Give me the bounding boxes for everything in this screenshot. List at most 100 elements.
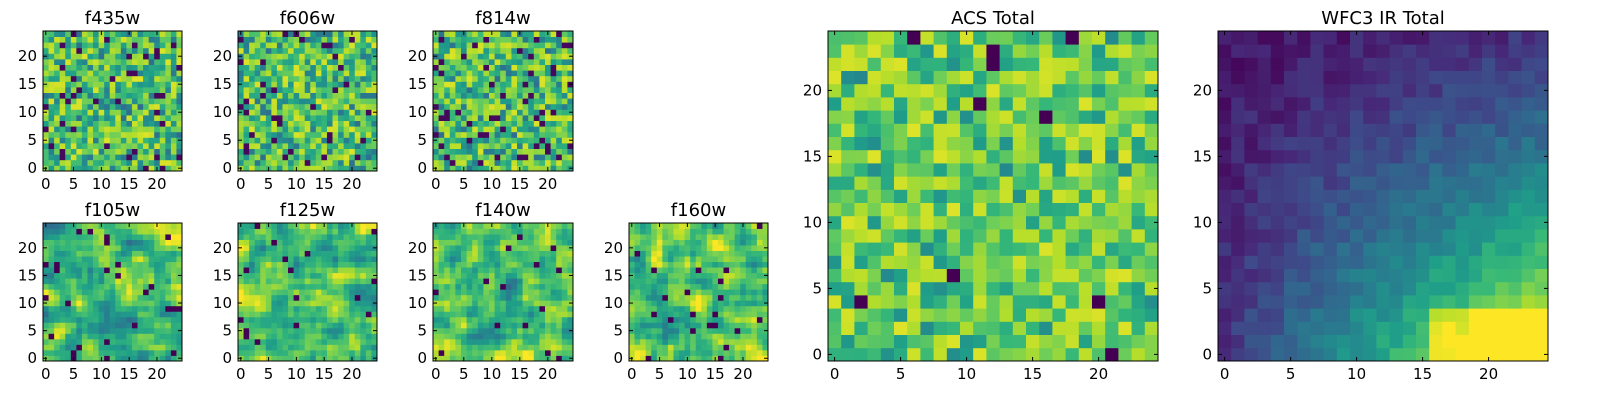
heatmap-cell	[449, 239, 456, 246]
heatmap-cell	[365, 256, 372, 263]
heatmap-cell	[745, 272, 752, 279]
heatmap-cell	[556, 278, 563, 285]
heatmap-cell	[1026, 347, 1040, 362]
heatmap-cell	[556, 109, 563, 116]
heatmap-cell	[288, 120, 294, 127]
heatmap-cell	[706, 333, 713, 340]
heatmap-cell	[315, 120, 322, 127]
heatmap-cell	[651, 261, 658, 268]
heatmap-cell	[131, 234, 138, 240]
heatmap-cell	[477, 109, 484, 116]
heatmap-cell	[349, 53, 356, 60]
heatmap-cell	[438, 159, 445, 166]
heatmap-cell	[466, 316, 473, 323]
heatmap-cell	[315, 344, 322, 351]
heatmap-cell	[288, 272, 294, 279]
heatmap-cell	[640, 333, 647, 340]
heatmap-cell	[104, 148, 111, 155]
heatmap-cell	[238, 59, 244, 65]
heatmap-cell	[349, 92, 356, 99]
heatmap-cell	[511, 267, 518, 274]
heatmap-cell	[640, 338, 647, 345]
heatmap-cell	[466, 103, 473, 110]
heatmap-cell	[550, 245, 557, 251]
heatmap-cell	[54, 92, 61, 99]
heatmap-cell	[745, 333, 752, 340]
heatmap-cell	[556, 120, 563, 127]
heatmap-cell	[533, 154, 540, 161]
heatmap-cell	[343, 47, 350, 54]
heatmap-cell	[461, 92, 467, 99]
heatmap-cell	[444, 154, 451, 161]
heatmap-cell	[148, 109, 155, 116]
heatmap-cell	[148, 137, 155, 144]
heatmap-cell	[477, 327, 484, 334]
heatmap-cell	[690, 316, 697, 323]
heatmap-cell	[828, 281, 842, 296]
x-tick-label: 10	[287, 365, 306, 383]
heatmap-cell	[54, 245, 61, 251]
heatmap-cell	[477, 148, 484, 155]
heatmap-cell	[131, 300, 138, 307]
heatmap-cell	[712, 250, 719, 257]
heatmap-cell	[365, 250, 372, 257]
heatmap-cell	[533, 250, 540, 257]
heatmap-cell	[76, 272, 83, 279]
heatmap-cell	[271, 36, 278, 43]
heatmap-cell	[561, 70, 568, 77]
heatmap-cell	[170, 103, 177, 110]
heatmap-cell	[70, 349, 77, 356]
heatmap-cell	[238, 126, 244, 133]
heatmap-cell	[1026, 321, 1040, 335]
heatmap-cell	[1144, 255, 1159, 269]
heatmap-cell	[288, 261, 294, 268]
heatmap-cell	[254, 126, 261, 133]
heatmap-cell	[545, 98, 551, 105]
heatmap-cell	[438, 47, 445, 54]
heatmap-cell	[48, 159, 55, 166]
heatmap-cell	[894, 268, 908, 283]
heatmap-cell	[645, 250, 652, 257]
heatmap-cell	[59, 234, 66, 240]
heatmap-cell	[276, 36, 283, 43]
heatmap-cell	[466, 53, 473, 60]
heatmap-cell	[288, 53, 294, 60]
heatmap-cell	[483, 289, 490, 296]
heatmap-cell	[477, 126, 484, 133]
heatmap-cell	[293, 289, 300, 296]
heatmap-cell	[76, 148, 83, 155]
heatmap-cell	[343, 75, 350, 82]
heatmap-cell	[299, 333, 306, 340]
heatmap-cell	[528, 294, 535, 301]
heatmap-cell	[115, 143, 122, 149]
heatmap-cell	[143, 148, 150, 155]
heatmap-cell	[338, 143, 345, 149]
heatmap-cell	[271, 300, 278, 307]
heatmap-cell	[288, 305, 294, 312]
heatmap-cell	[528, 154, 535, 161]
heatmap-cell	[550, 300, 557, 307]
heatmap-cell	[740, 300, 747, 307]
heatmap-cell	[528, 53, 535, 60]
heatmap-cell	[143, 344, 150, 351]
heatmap-cell	[137, 322, 144, 329]
heatmap-cell	[299, 154, 306, 161]
heatmap-cell	[126, 143, 133, 149]
heatmap-cell	[48, 344, 55, 351]
heatmap-cell	[762, 311, 769, 318]
heatmap-cell	[522, 64, 529, 71]
heatmap-cell	[1105, 255, 1119, 269]
heatmap-cell	[260, 333, 267, 340]
heatmap-cell	[371, 316, 378, 323]
heatmap-cell	[561, 261, 568, 268]
heatmap-cell	[326, 300, 333, 307]
heatmap-cell	[550, 272, 557, 279]
heatmap-cell	[109, 294, 116, 301]
heatmap-cell	[461, 53, 467, 60]
heatmap-cell	[76, 53, 83, 60]
heatmap-cell	[1026, 334, 1040, 349]
heatmap-cell	[354, 92, 361, 99]
y-tick-label: 5	[613, 322, 623, 340]
heatmap-cell	[466, 223, 473, 229]
heatmap-cell	[550, 261, 557, 268]
